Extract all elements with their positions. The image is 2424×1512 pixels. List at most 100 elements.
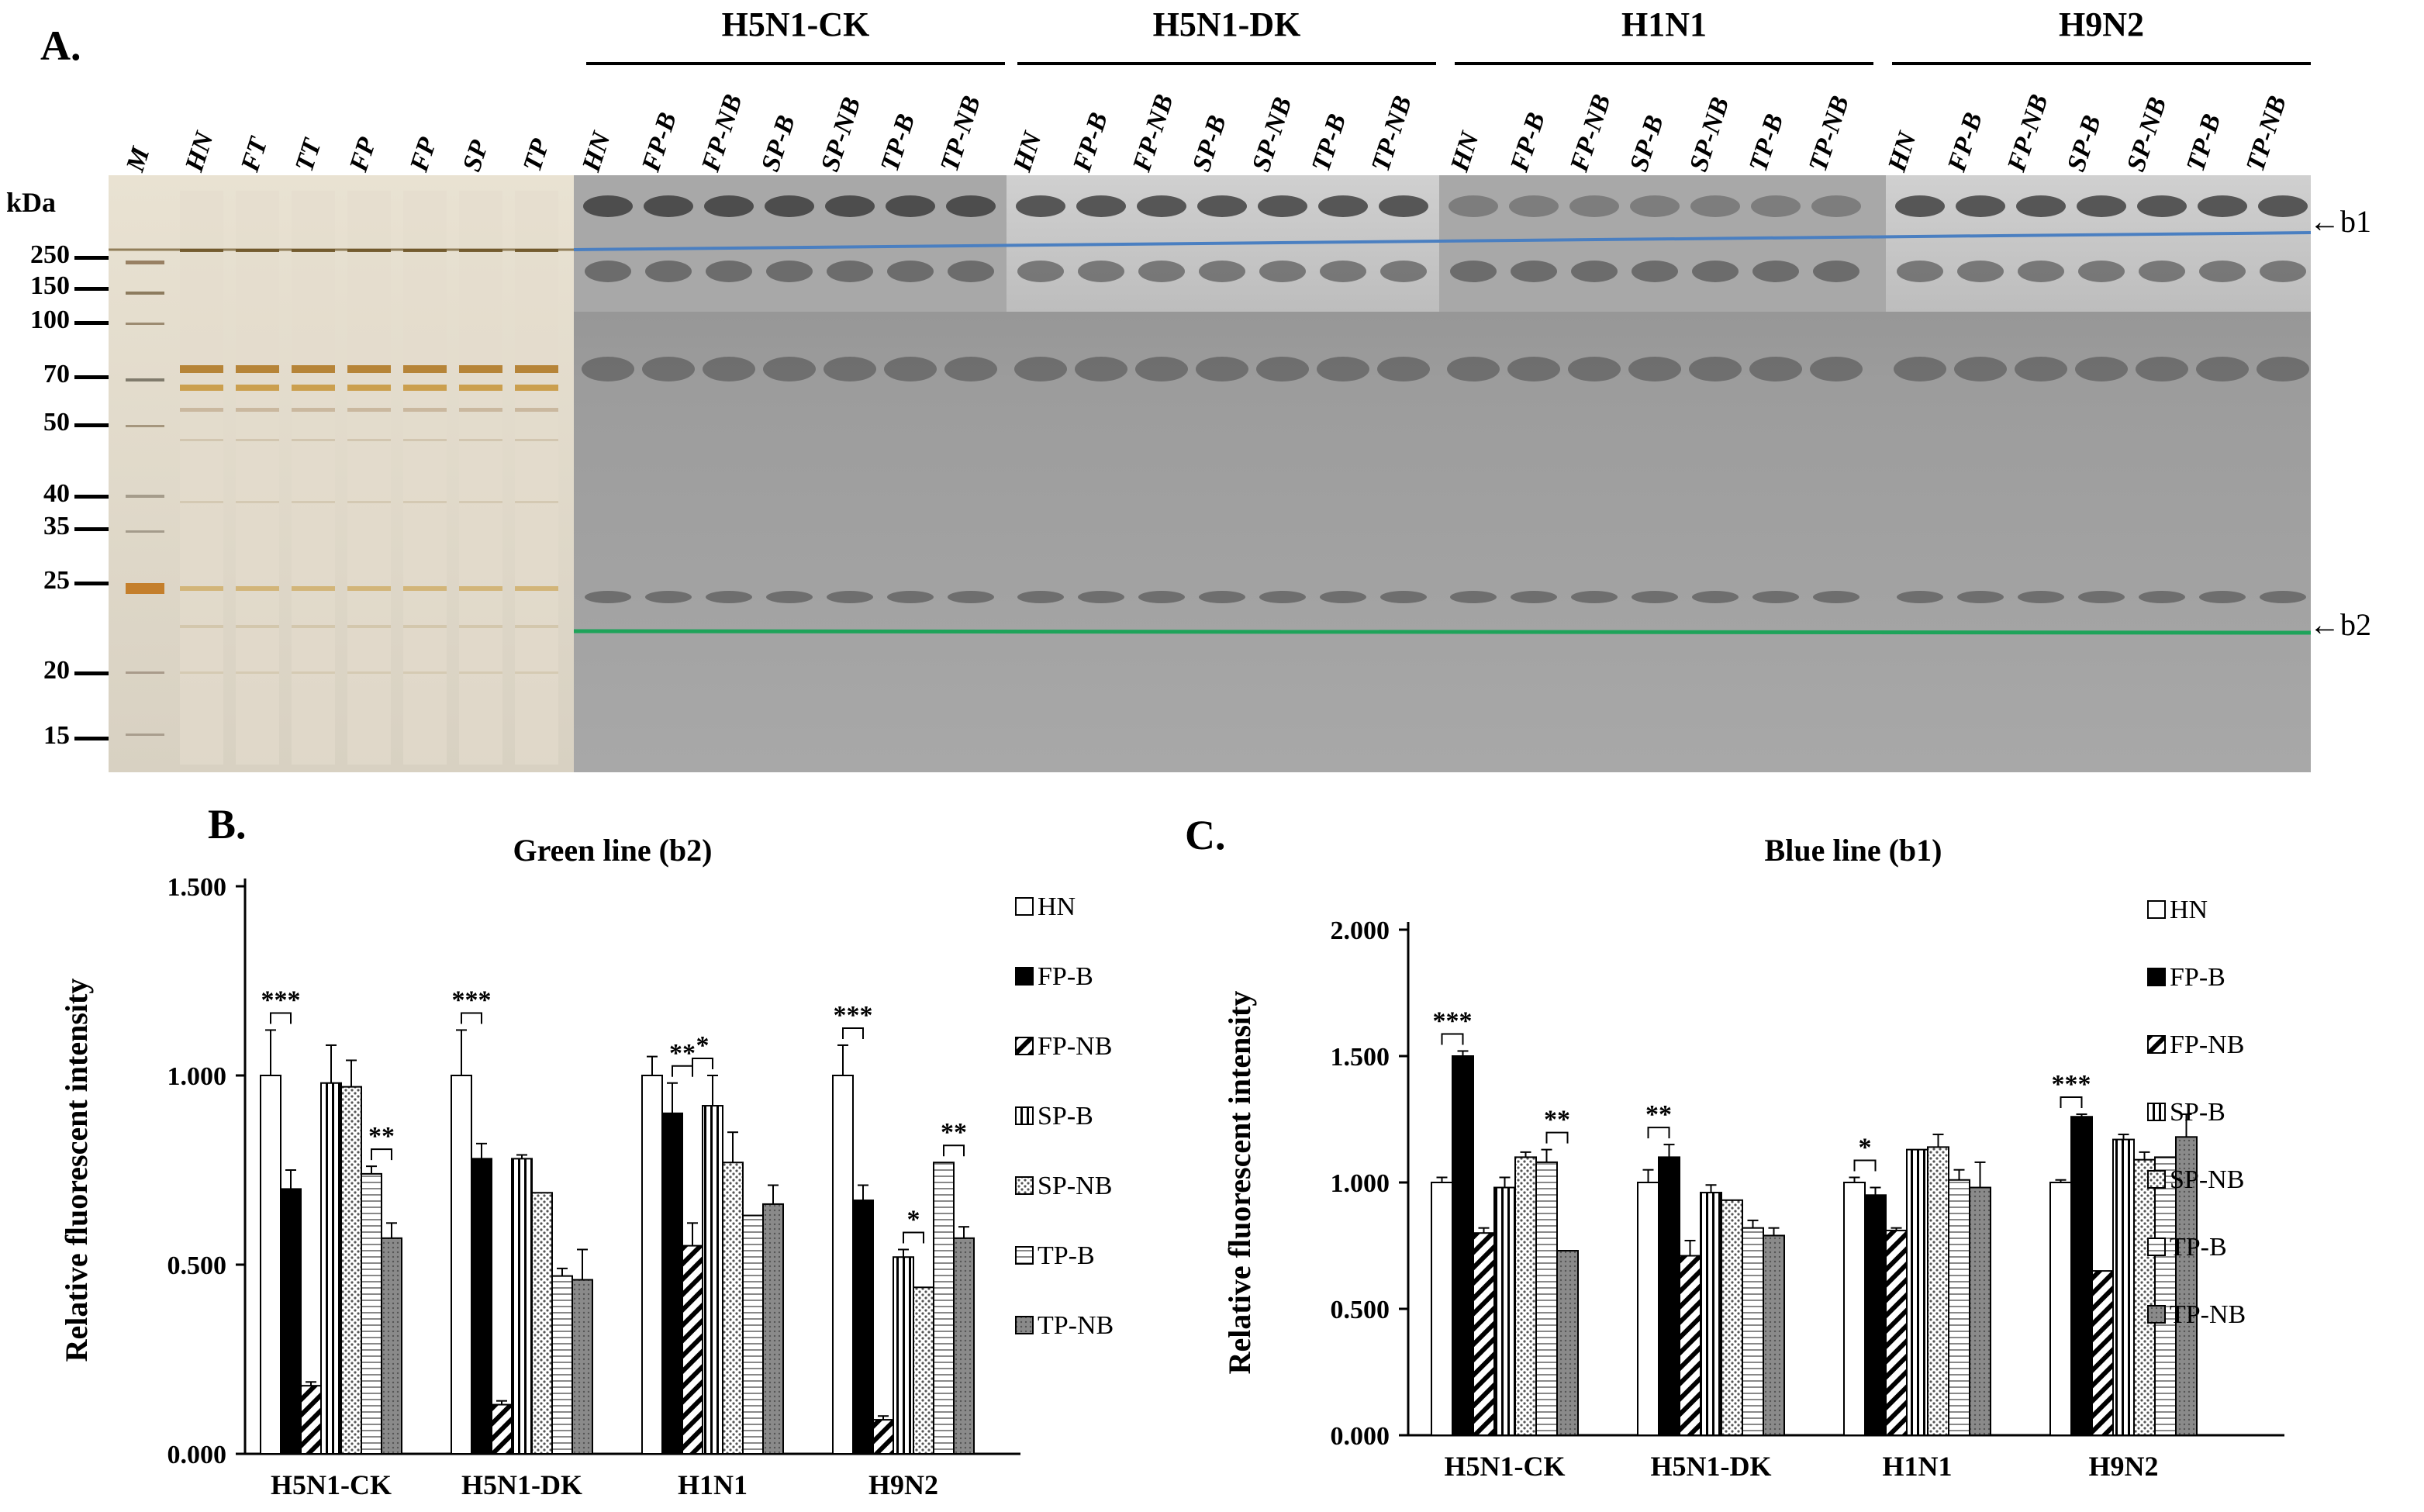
silver-band xyxy=(403,439,447,441)
band-70 xyxy=(1075,357,1127,381)
silver-gel xyxy=(109,175,574,772)
lane-label: FP xyxy=(344,133,382,175)
x-tick-label: H5N1-CK xyxy=(1445,1451,1566,1482)
y-axis-label: Relative fluorescent intensity xyxy=(1222,991,1257,1375)
lane-label: FP-NB xyxy=(2001,91,2054,175)
significance-label: ** xyxy=(669,1039,696,1068)
mw-tick xyxy=(74,287,109,291)
x-tick-label: H5N1-DK xyxy=(1651,1451,1772,1482)
silver-band xyxy=(515,385,558,391)
b1-top-band xyxy=(1197,195,1247,217)
mw-marker-label: 35 xyxy=(43,512,70,540)
legend-label: SP-B xyxy=(2170,1098,2225,1127)
band-25 xyxy=(706,591,752,603)
bar xyxy=(2154,1156,2177,1436)
significance-bracket xyxy=(1441,1033,1464,1045)
band-25 xyxy=(1813,591,1859,603)
legend-label: FP-B xyxy=(1038,962,1093,991)
significance-label: ** xyxy=(1645,1100,1672,1129)
bar xyxy=(1885,1229,1908,1436)
lane-label: FT xyxy=(235,133,274,175)
lane-label: TP-B xyxy=(1743,110,1790,175)
band-25 xyxy=(645,591,692,603)
band-25 xyxy=(766,591,813,603)
significance-bracket xyxy=(692,1058,713,1069)
bar xyxy=(641,1075,663,1455)
bar xyxy=(451,1075,472,1455)
band-25 xyxy=(1511,591,1557,603)
significance-bracket xyxy=(672,1065,693,1077)
significance-bracket xyxy=(1545,1131,1569,1144)
band-25 xyxy=(827,591,873,603)
legend-label: SP-NB xyxy=(2170,1165,2244,1194)
b1-top-band xyxy=(1258,195,1307,217)
lane-label: FP-NB xyxy=(696,91,748,175)
b1-top-band xyxy=(704,195,754,217)
bar xyxy=(1721,1199,1743,1436)
b1-lower-band xyxy=(2260,261,2306,282)
significance-label: *** xyxy=(452,986,492,1014)
silver-band xyxy=(292,586,335,591)
mw-tick xyxy=(74,256,109,260)
lane-label: SP-B xyxy=(2061,112,2107,175)
bar xyxy=(1473,1232,1495,1436)
b1-top-band xyxy=(1318,195,1368,217)
legend-label: FP-NB xyxy=(2170,1030,2244,1059)
group-label: H5N1-DK xyxy=(1152,5,1301,43)
b1-top-band xyxy=(765,195,814,217)
mw-tick xyxy=(74,737,109,740)
silver-band xyxy=(459,439,502,441)
chart-title: Blue line (b1) xyxy=(1765,833,1942,868)
band-70 xyxy=(1689,357,1742,381)
b1-lower-band xyxy=(1259,261,1306,282)
band-70 xyxy=(1447,357,1500,381)
bar xyxy=(260,1075,281,1455)
legend-label: TP-B xyxy=(1038,1241,1095,1270)
band-70 xyxy=(642,357,695,381)
lane-label: SP-B xyxy=(1186,112,1232,175)
b1-lower-band xyxy=(2139,261,2185,282)
x-tick-label: H5N1-DK xyxy=(461,1469,582,1500)
bar xyxy=(340,1086,362,1455)
lane-label: SP-B xyxy=(755,112,801,175)
silver-band xyxy=(236,625,279,628)
band-70 xyxy=(1507,357,1560,381)
band-70 xyxy=(1894,357,1946,381)
marker-band xyxy=(126,530,164,533)
b1-lower-band xyxy=(2018,261,2064,282)
silver-lane xyxy=(515,191,558,765)
mw-tick xyxy=(74,582,109,585)
silver-band xyxy=(236,385,279,391)
b1-lower-band xyxy=(1813,261,1859,282)
silver-band xyxy=(292,439,335,441)
bar xyxy=(1700,1192,1722,1436)
band-70 xyxy=(1749,357,1802,381)
band-25 xyxy=(1199,591,1245,603)
bar xyxy=(702,1105,723,1455)
lane-label: HN xyxy=(1007,128,1048,175)
bar xyxy=(913,1286,934,1455)
bar xyxy=(2049,1182,2072,1436)
significance-bracket xyxy=(1853,1159,1877,1172)
bar xyxy=(2175,1136,2198,1436)
legend-swatch xyxy=(1015,1176,1034,1195)
band-25 xyxy=(1957,591,2004,603)
b1-top-band xyxy=(1630,195,1680,217)
lane-label: SP xyxy=(457,136,495,175)
x-tick-label: H1N1 xyxy=(1883,1451,1953,1482)
legend-swatch xyxy=(1015,1037,1034,1055)
lane-label: FP-NB xyxy=(1127,91,1179,175)
silver-band xyxy=(180,501,223,503)
marker-band xyxy=(126,734,164,736)
b1-top-band xyxy=(1449,195,1498,217)
bar xyxy=(1637,1182,1659,1436)
silver-band xyxy=(180,439,223,441)
mw-marker-label: 40 xyxy=(43,479,70,508)
marker-band xyxy=(126,425,164,427)
panel-a-letter: A. xyxy=(40,22,81,69)
bar xyxy=(893,1256,914,1455)
significance-bracket xyxy=(270,1012,292,1024)
band-70 xyxy=(2257,357,2309,381)
bar xyxy=(531,1192,553,1455)
bar xyxy=(1452,1055,1474,1436)
